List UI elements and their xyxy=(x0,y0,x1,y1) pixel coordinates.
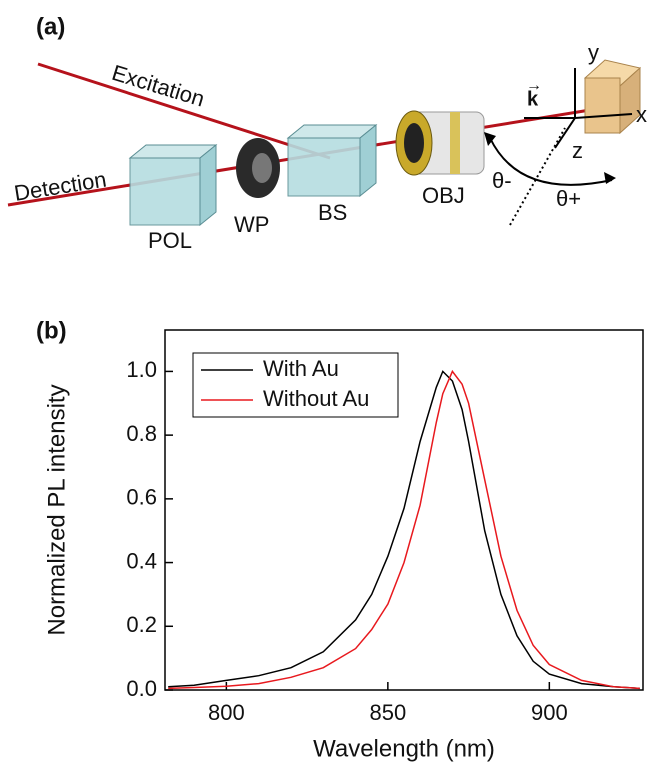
x-tick-label: 800 xyxy=(208,700,245,725)
x-label: x xyxy=(636,102,647,127)
theta-plus-label: θ+ xyxy=(556,186,581,211)
y-tick-label: 0.0 xyxy=(126,676,157,701)
pol-label: POL xyxy=(148,228,192,253)
sample xyxy=(583,59,642,135)
x-tick-label: 900 xyxy=(531,700,568,725)
legend-label: With Au xyxy=(263,356,339,381)
legend-box xyxy=(192,352,399,418)
waveplate xyxy=(236,138,280,198)
panel-label: (a) xyxy=(36,13,65,40)
legend-label: Without Au xyxy=(263,386,369,411)
angle-arc xyxy=(489,137,613,186)
bs-cube xyxy=(286,123,378,198)
z-axis-arrow xyxy=(554,117,576,149)
excitation-beam xyxy=(37,62,331,160)
objective xyxy=(395,110,485,176)
wp-label: WP xyxy=(234,212,269,237)
x-axis-arrow xyxy=(574,113,633,119)
y-tick-label: 0.6 xyxy=(126,485,157,510)
y-tick-label: 0.4 xyxy=(126,548,157,573)
series-line xyxy=(168,369,640,690)
x-axis-title: Wavelength (nm) xyxy=(313,735,495,762)
series-line xyxy=(168,370,640,690)
setup-diagram: (a) Excitation Detection POL WP BS OBJ xyxy=(7,13,647,253)
pol-cube xyxy=(128,143,218,227)
z-label: z xyxy=(572,138,583,163)
obj-label: OBJ xyxy=(422,183,465,208)
plot-frame xyxy=(164,329,644,691)
detection-label: Detection xyxy=(12,167,108,206)
y-tick-label: 0.8 xyxy=(126,421,157,446)
k-vector-mark: → xyxy=(526,77,542,94)
normal-line xyxy=(509,127,566,226)
panel-label: (b) xyxy=(36,317,67,344)
theta-minus-label: θ- xyxy=(492,168,512,193)
y-axis-title: Normalized PL intensity xyxy=(43,384,70,635)
bs-label: BS xyxy=(318,200,347,225)
x-tick-label: 850 xyxy=(369,700,406,725)
y-label: y xyxy=(588,40,599,65)
y-tick-label: 0.2 xyxy=(126,612,157,637)
y-tick-label: 1.0 xyxy=(126,357,157,382)
k-label: k xyxy=(527,88,539,110)
